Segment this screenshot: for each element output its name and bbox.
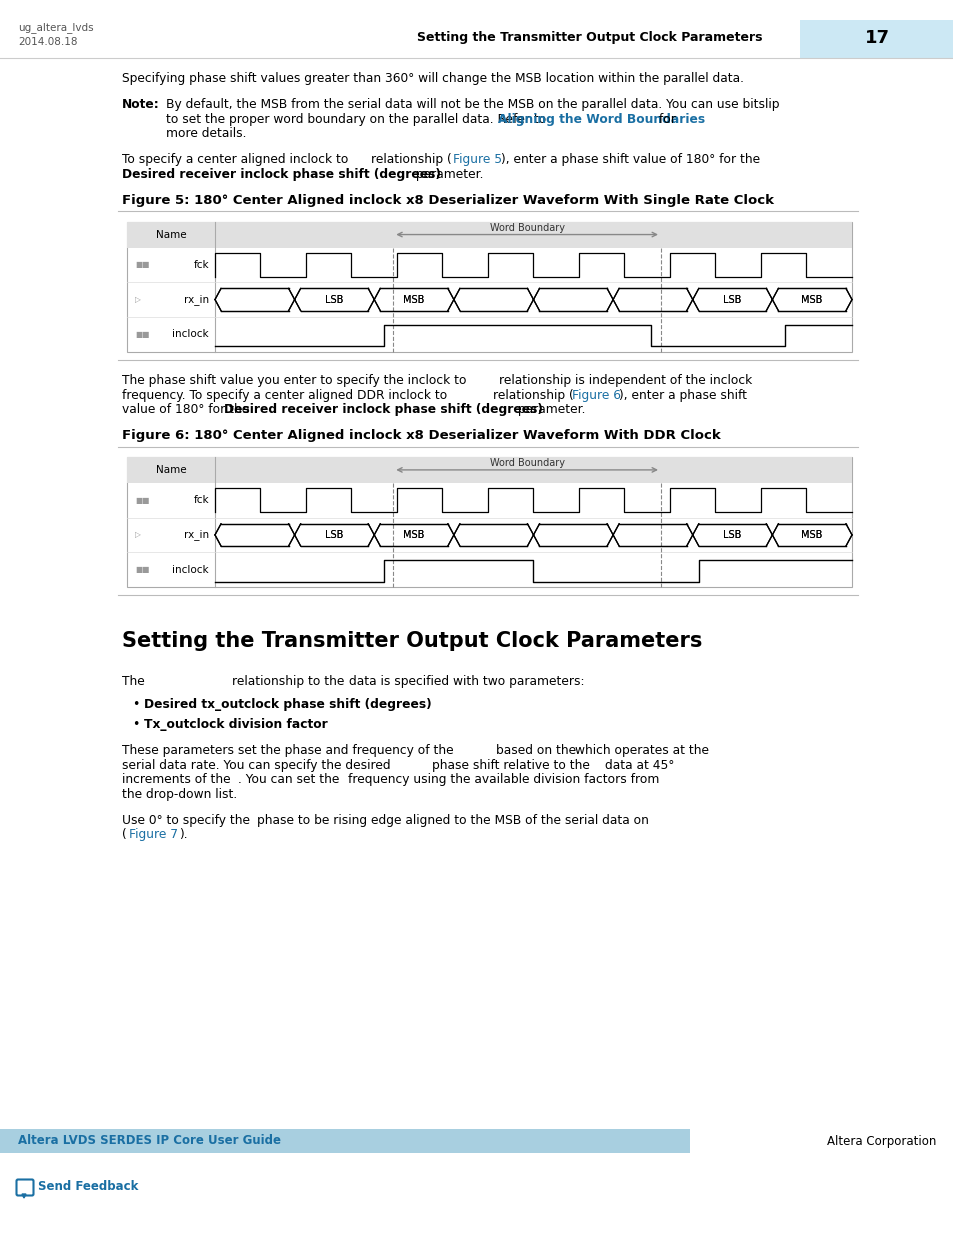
Text: Desired receiver inclock phase shift (degrees): Desired receiver inclock phase shift (de… (122, 168, 440, 180)
Text: data at 45°: data at 45° (604, 758, 674, 772)
Text: ■■: ■■ (135, 495, 150, 505)
Text: the drop-down list.: the drop-down list. (122, 788, 237, 800)
Text: •: • (132, 698, 139, 711)
FancyBboxPatch shape (16, 1179, 33, 1195)
Text: Setting the Transmitter Output Clock Parameters: Setting the Transmitter Output Clock Par… (416, 32, 762, 44)
Text: frequency. To specify a center aligned DDR inclock to: frequency. To specify a center aligned D… (122, 389, 447, 401)
Text: LSB: LSB (722, 530, 741, 540)
Text: MSB: MSB (403, 530, 424, 540)
Text: 17: 17 (863, 28, 888, 47)
Text: Name: Name (155, 230, 186, 240)
Bar (127, 221, 851, 247)
Text: LSB: LSB (722, 295, 741, 305)
Text: which operates at the: which operates at the (575, 745, 708, 757)
Text: to set the proper word boundary on the parallel data. Refer to: to set the proper word boundary on the p… (166, 112, 550, 126)
Text: fck: fck (193, 495, 209, 505)
Bar (127, 457, 851, 483)
Text: ), enter a phase shift value of 180° for the: ), enter a phase shift value of 180° for… (500, 153, 760, 167)
Bar (214, 522, 851, 548)
Text: Word Boundary: Word Boundary (489, 222, 564, 232)
Text: parameter.: parameter. (412, 168, 483, 180)
Text: LSB: LSB (325, 295, 343, 305)
Text: rx_in: rx_in (184, 530, 209, 541)
Text: frequency using the available division factors from: frequency using the available division f… (348, 773, 659, 787)
Text: phase to be rising edge aligned to the MSB of the serial data on: phase to be rising edge aligned to the M… (256, 814, 648, 827)
Text: Figure 6: 180° Center Aligned inclock x8 Deserializer Waveform With DDR Clock: Figure 6: 180° Center Aligned inclock x8… (122, 429, 720, 442)
Text: Figure 5: Figure 5 (453, 153, 501, 167)
Text: parameter.: parameter. (514, 403, 585, 416)
Text: inclock: inclock (172, 330, 209, 340)
Text: Aligning the Word Boundaries: Aligning the Word Boundaries (497, 112, 704, 126)
Text: relationship is independent of the inclock: relationship is independent of the inclo… (498, 374, 752, 387)
Text: Desired receiver inclock phase shift (degrees): Desired receiver inclock phase shift (de… (224, 403, 542, 416)
Text: relationship (: relationship ( (371, 153, 452, 167)
Text: MSB: MSB (801, 295, 822, 305)
Text: ■■: ■■ (135, 261, 150, 269)
Text: Altera Corporation: Altera Corporation (825, 1135, 935, 1147)
Text: Figure 6: Figure 6 (572, 389, 620, 401)
Text: . You can set the: . You can set the (237, 773, 339, 787)
Text: Note:: Note: (122, 98, 159, 111)
Bar (127, 221, 851, 352)
Text: Send Feedback: Send Feedback (38, 1181, 138, 1193)
Text: LSB: LSB (325, 530, 343, 540)
Text: based on the: based on the (496, 745, 576, 757)
Text: MSB: MSB (403, 530, 424, 540)
Text: more details.: more details. (166, 127, 246, 140)
Text: inclock: inclock (172, 564, 209, 574)
Text: ■■: ■■ (135, 330, 150, 338)
Text: for: for (655, 112, 675, 126)
Text: Setting the Transmitter Output Clock Parameters: Setting the Transmitter Output Clock Par… (122, 631, 701, 651)
Bar (127, 457, 851, 587)
Text: LSB: LSB (325, 530, 343, 540)
Text: relationship to the: relationship to the (232, 674, 344, 688)
Text: Use 0° to specify the: Use 0° to specify the (122, 814, 250, 827)
Text: LSB: LSB (325, 295, 343, 305)
Bar (800, 20, 953, 58)
Text: ■■: ■■ (135, 566, 150, 574)
Text: MSB: MSB (801, 530, 822, 540)
Bar (214, 287, 851, 312)
Text: •: • (132, 718, 139, 731)
Text: Specifying phase shift values greater than 360° will change the MSB location wit: Specifying phase shift values greater th… (122, 72, 743, 85)
Text: Figure 7: Figure 7 (129, 829, 178, 841)
Text: MSB: MSB (801, 530, 822, 540)
Text: value of 180° for the: value of 180° for the (122, 403, 253, 416)
Text: ▷: ▷ (135, 530, 141, 540)
Text: data is specified with two parameters:: data is specified with two parameters: (349, 674, 584, 688)
Text: MSB: MSB (403, 295, 424, 305)
Text: serial data rate. You can specify the desired: serial data rate. You can specify the de… (122, 758, 390, 772)
Text: rx_in: rx_in (184, 294, 209, 305)
Text: LSB: LSB (722, 295, 741, 305)
Text: Figure 5: 180° Center Aligned inclock x8 Deserializer Waveform With Single Rate : Figure 5: 180° Center Aligned inclock x8… (122, 194, 773, 206)
Text: LSB: LSB (722, 530, 741, 540)
Text: The: The (122, 674, 145, 688)
Text: The phase shift value you enter to specify the inclock to: The phase shift value you enter to speci… (122, 374, 466, 387)
Text: ug_altera_lvds: ug_altera_lvds (18, 22, 93, 33)
Text: ).: ). (179, 829, 188, 841)
Polygon shape (22, 1194, 26, 1198)
Text: relationship (: relationship ( (493, 389, 573, 401)
Text: MSB: MSB (403, 295, 424, 305)
Text: 2014.08.18: 2014.08.18 (18, 37, 77, 47)
Text: Altera LVDS SERDES IP Core User Guide: Altera LVDS SERDES IP Core User Guide (18, 1135, 281, 1147)
Text: MSB: MSB (801, 295, 822, 305)
Text: increments of the: increments of the (122, 773, 231, 787)
Text: To specify a center aligned inclock to: To specify a center aligned inclock to (122, 153, 348, 167)
Text: (: ( (122, 829, 127, 841)
Text: Word Boundary: Word Boundary (489, 458, 564, 468)
Text: Tx_outclock division factor: Tx_outclock division factor (144, 718, 328, 731)
Text: Name: Name (155, 464, 186, 475)
Bar (0, 1129, 689, 1153)
Text: ▷: ▷ (135, 295, 141, 304)
Text: These parameters set the phase and frequency of the: These parameters set the phase and frequ… (122, 745, 453, 757)
Text: phase shift relative to the: phase shift relative to the (432, 758, 589, 772)
Text: ), enter a phase shift: ), enter a phase shift (618, 389, 746, 401)
Text: fck: fck (193, 259, 209, 270)
Text: Desired tx_outclock phase shift (degrees): Desired tx_outclock phase shift (degrees… (144, 698, 431, 711)
Text: By default, the MSB from the serial data will not be the MSB on the parallel dat: By default, the MSB from the serial data… (166, 98, 779, 111)
